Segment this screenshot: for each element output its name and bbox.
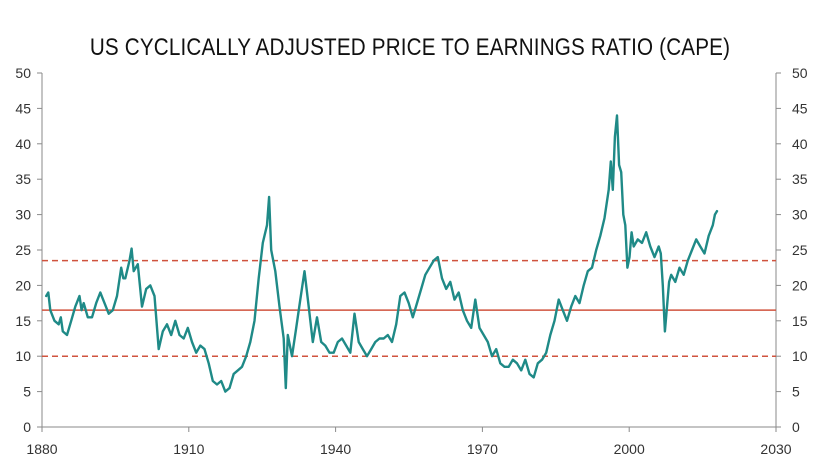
x-tick-label: 1910 [173,441,204,457]
y-tick-label-left: 25 [15,242,31,258]
y-tick-label-right: 40 [792,136,808,152]
x-tick-label: 1880 [26,441,57,457]
y-tick-label-right: 30 [792,207,808,223]
cape-series-line [45,114,719,393]
x-tick-label: 2030 [760,441,791,457]
y-tick-label-right: 20 [792,277,808,293]
y-tick-label-right: 0 [792,419,800,435]
y-tick-label-right: 10 [792,348,808,364]
y-tick-label-right: 35 [792,171,808,187]
chart-title: US CYCLICALLY ADJUSTED PRICE TO EARNINGS… [89,34,731,61]
y-tick-label-left: 50 [15,65,31,81]
y-tick-label-right: 5 [792,384,800,400]
y-tick-label-left: 45 [15,100,31,116]
y-tick-label-left: 40 [15,136,31,152]
y-tick-label-left: 30 [15,207,31,223]
y-tick-label-right: 45 [792,100,808,116]
x-tick-label: 1940 [320,441,351,457]
y-tick-label-left: 20 [15,277,31,293]
y-tick-label-left: 5 [23,384,31,400]
y-tick-label-left: 10 [15,348,31,364]
y-tick-label-left: 35 [15,171,31,187]
y-tick-label-left: 15 [15,313,31,329]
y-tick-label-left: 0 [23,419,31,435]
y-tick-label-right: 50 [792,65,808,81]
y-tick-label-right: 15 [792,313,808,329]
y-tick-label-right: 25 [792,242,808,258]
x-tick-label: 1970 [467,441,498,457]
x-tick-label: 2000 [614,441,645,457]
